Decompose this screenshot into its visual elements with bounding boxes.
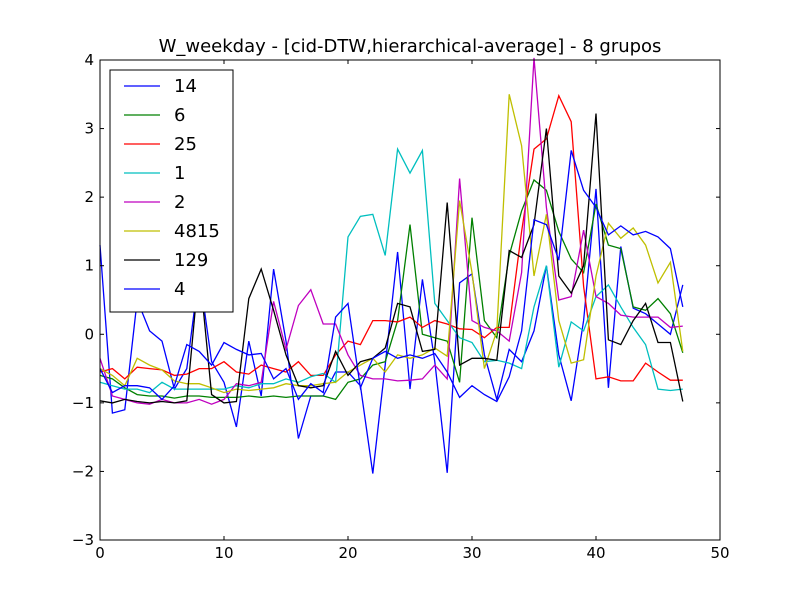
plot-frame xyxy=(99,59,721,541)
legend-label-25: 25 xyxy=(174,134,197,155)
series-layer xyxy=(99,57,684,474)
legend-label-1: 1 xyxy=(174,163,185,184)
legend-label-6: 6 xyxy=(174,105,185,126)
x-tick-label: 40 xyxy=(586,544,605,562)
y-tick-label: −3 xyxy=(72,531,94,549)
legend-label-2: 2 xyxy=(174,192,185,213)
x-tick-label: 0 xyxy=(95,544,105,562)
chart-title: W_weekday - [cid-DTW,hierarchical-averag… xyxy=(159,36,662,57)
series-line-1 xyxy=(99,146,683,394)
x-tick-label: 10 xyxy=(214,544,233,562)
legend-label-14: 14 xyxy=(174,76,197,97)
series-line-4 xyxy=(99,150,684,403)
x-tick-label: 30 xyxy=(462,544,481,562)
ticks-layer: 0 10 20 30 40 50 −3 −2 −1 0 1 2 3 4 xyxy=(72,51,730,562)
x-tick-label: 20 xyxy=(338,544,357,562)
legend: 14 6 25 1 2 4815 129 4 xyxy=(109,69,234,313)
series-line-25 xyxy=(99,93,683,382)
x-tick-label: 50 xyxy=(710,544,729,562)
series-line-4815 xyxy=(99,94,684,394)
y-tick-label: 4 xyxy=(84,51,94,69)
legend-label-4815: 4815 xyxy=(174,221,220,242)
y-tick-label: 2 xyxy=(84,188,94,206)
legend-label-4: 4 xyxy=(174,279,185,300)
y-tick-label: 0 xyxy=(84,325,94,343)
y-tick-label: 1 xyxy=(84,257,94,275)
y-tick-label: 3 xyxy=(84,120,94,138)
series-line-6 xyxy=(99,178,684,401)
legend-frame xyxy=(109,69,234,313)
legend-label-129: 129 xyxy=(174,250,208,271)
y-tick-label: −2 xyxy=(72,462,94,480)
y-tick-label: −1 xyxy=(72,394,94,412)
